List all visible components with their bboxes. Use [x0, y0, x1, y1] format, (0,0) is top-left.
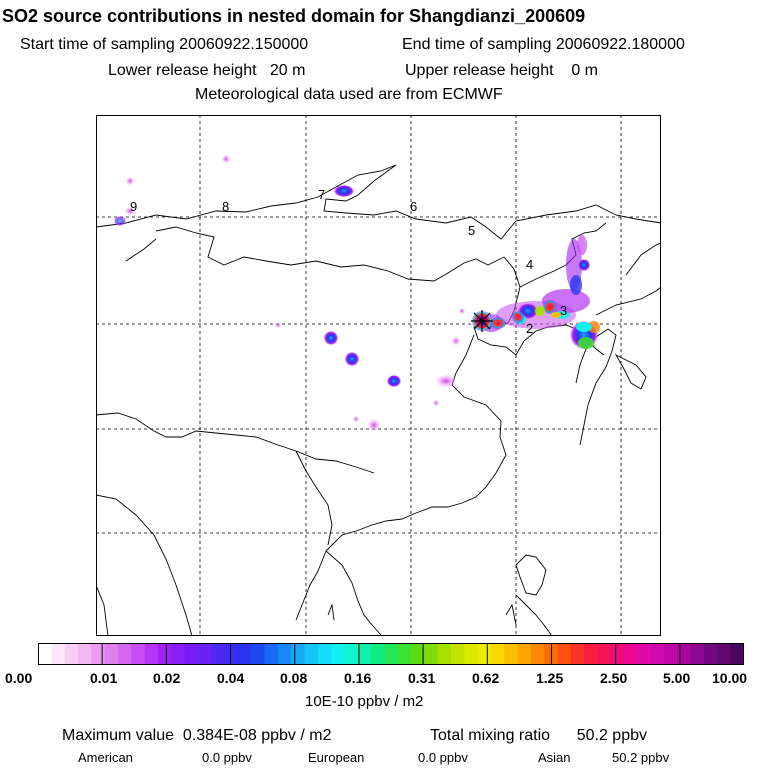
region-label: 7 [318, 187, 325, 202]
total-mixing-ratio-label: Total mixing ratio 50.2 ppbv [430, 727, 647, 744]
colorbar-tick-label: 0.08 [280, 670, 308, 686]
colorbar-cell [344, 643, 359, 665]
region-label: 8 [222, 199, 229, 214]
colorbar-units: 10E-10 ppbv / m2 [305, 693, 424, 710]
colorbar [38, 643, 744, 665]
colorbar-cell [437, 643, 452, 665]
colorbar-cell [597, 643, 612, 665]
colorbar-tick-label: 0.01 [90, 670, 118, 686]
colorbar-cell [650, 643, 665, 665]
colorbar-cell [717, 643, 732, 665]
colorbar-tick-label: 0.02 [153, 670, 181, 686]
colorbar-cell [464, 643, 479, 665]
colorbar-tick-label: 10.00 [712, 670, 748, 686]
region-label: 9 [130, 199, 137, 214]
region-label: 4 [526, 257, 533, 272]
colorbar-cell [477, 643, 492, 665]
colorbar-cell [517, 643, 532, 665]
colorbar-cell [77, 643, 92, 665]
colorbar-cell [557, 643, 572, 665]
colorbar-tick-label: 0.16 [344, 670, 372, 686]
graticule [96, 115, 661, 636]
region-label: 3 [560, 303, 567, 318]
station-star-marker [471, 310, 493, 332]
colorbar-tick-label: 0.31 [408, 670, 436, 686]
chart-title: SO2 source contributions in nested domai… [2, 6, 586, 26]
colorbar-cell [144, 643, 159, 665]
colorbar-cell [357, 643, 372, 665]
colorbar-tick-label: 0.62 [472, 670, 500, 686]
colorbar-cell [317, 643, 332, 665]
colorbar-cell [51, 643, 66, 665]
european-value: 0.0 ppbv [418, 750, 468, 765]
colorbar-cell [570, 643, 585, 665]
colorbar-cell [131, 643, 146, 665]
map-panel: 9 8 7 6 5 4 3 2 [96, 115, 661, 636]
colorbar-cell [211, 643, 226, 665]
colorbar-cell [251, 643, 266, 665]
colorbar-cell [677, 643, 692, 665]
asian-label: Asian [538, 750, 571, 765]
region-label: 2 [526, 321, 533, 336]
colorbar-cell [410, 643, 425, 665]
colorbar-cell [264, 643, 279, 665]
colorbar-cell [424, 643, 439, 665]
colorbar-cell [397, 643, 412, 665]
region-label: 5 [468, 223, 475, 238]
upper-release-height-label: Upper release height 0 m [405, 62, 598, 79]
colorbar-cell [64, 643, 79, 665]
colorbar-cell [277, 643, 292, 665]
colorbar-cell [291, 643, 306, 665]
colorbar-tick-label: 0.00 [5, 670, 33, 686]
start-time-label: Start time of sampling 20060922.150000 [20, 36, 309, 53]
colorbar-cell [157, 643, 172, 665]
map-content: 9 8 7 6 5 4 3 2 [96, 115, 661, 636]
colorbar-cell [690, 643, 705, 665]
colorbar-cell [184, 643, 199, 665]
colorbar-cell [224, 643, 239, 665]
colorbar-cell [664, 643, 678, 665]
region-label: 6 [410, 199, 417, 214]
colorbar-cell [304, 643, 319, 665]
colorbar-cell [331, 643, 345, 665]
colorbar-tick-label: 0.04 [217, 670, 245, 686]
colorbar-cell [530, 643, 545, 665]
end-time-label: End time of sampling 20060922.180000 [402, 36, 685, 53]
concentration-plumes [114, 155, 600, 431]
colorbar-cell [584, 643, 599, 665]
asian-value: 50.2 ppbv [612, 750, 670, 765]
colorbar-tick-label: 2.50 [600, 670, 628, 686]
colorbar-cell [637, 643, 652, 665]
colorbar-cell [371, 643, 385, 665]
colorbar-cell [504, 643, 519, 665]
american-value: 0.0 ppbv [202, 750, 252, 765]
lower-release-height-label: Lower release height 20 m [108, 62, 306, 79]
met-data-label: Meteorological data used are from ECMWF [195, 86, 503, 103]
colorbar-cell [384, 643, 399, 665]
colorbar-tick-label: 1.25 [536, 670, 564, 686]
colorbar-cell [704, 643, 718, 665]
colorbar-cell [38, 643, 52, 665]
colorbar-cell [624, 643, 639, 665]
colorbar-cell [171, 643, 186, 665]
colorbar-cell [730, 643, 744, 665]
colorbar-cell [490, 643, 505, 665]
colorbar-tick-label: 5.00 [663, 670, 691, 686]
colorbar-cell [237, 643, 252, 665]
colorbar-cell [117, 643, 132, 665]
european-label: European [308, 750, 365, 765]
colorbar-cell [450, 643, 465, 665]
colorbar-cell [610, 643, 625, 665]
max-value-label: Maximum value 0.384E-08 ppbv / m2 [62, 727, 332, 744]
colorbar-cell [104, 643, 119, 665]
colorbar-cell [197, 643, 212, 665]
colorbar-cell [91, 643, 106, 665]
american-label: American [78, 750, 133, 765]
